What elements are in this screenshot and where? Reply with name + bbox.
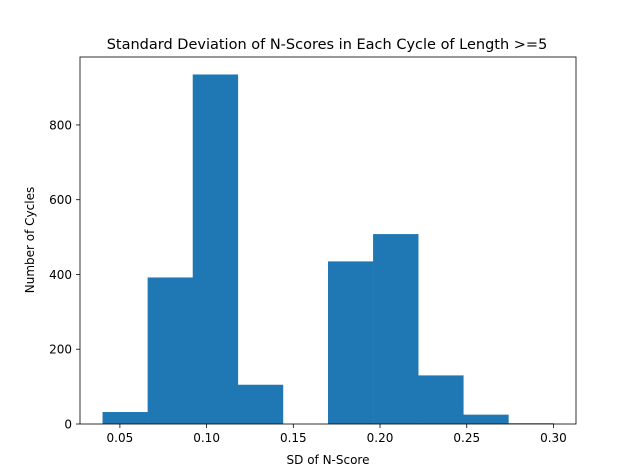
- y-axis-label: Number of Cycles: [23, 187, 37, 293]
- histogram-bar: [463, 414, 509, 424]
- x-tick-label: 0.25: [453, 431, 480, 445]
- y-axis-ticks: 0 200 400 600 800: [49, 118, 80, 432]
- histogram-bar: [418, 375, 464, 424]
- x-axis-label: SD of N-Score: [287, 453, 370, 467]
- x-tick-label: 0.20: [367, 431, 394, 445]
- histogram-bar: [192, 74, 239, 424]
- x-tick-label: 0.15: [280, 431, 307, 445]
- y-tick-label: 800: [49, 118, 72, 132]
- plot-frame: [79, 56, 577, 425]
- x-tick-label: 0.05: [107, 431, 134, 445]
- chart-title: Standard Deviation of N-Scores in Each C…: [107, 37, 548, 53]
- x-axis-ticks: 0.05 0.10 0.15 0.20 0.25 0.30: [107, 424, 567, 445]
- bars-group: [102, 74, 554, 424]
- y-tick-label: 400: [49, 268, 72, 282]
- histogram-bar: [373, 234, 419, 424]
- y-tick-label: 200: [49, 343, 72, 357]
- histogram-bar: [328, 261, 374, 424]
- histogram-bar: [147, 277, 194, 424]
- histogram-bar: [237, 384, 284, 424]
- x-tick-label: 0.10: [193, 431, 220, 445]
- histogram-bar: [102, 412, 148, 424]
- y-tick-label: 600: [49, 193, 72, 207]
- y-tick-label: 0: [64, 418, 72, 432]
- x-tick-label: 0.30: [540, 431, 567, 445]
